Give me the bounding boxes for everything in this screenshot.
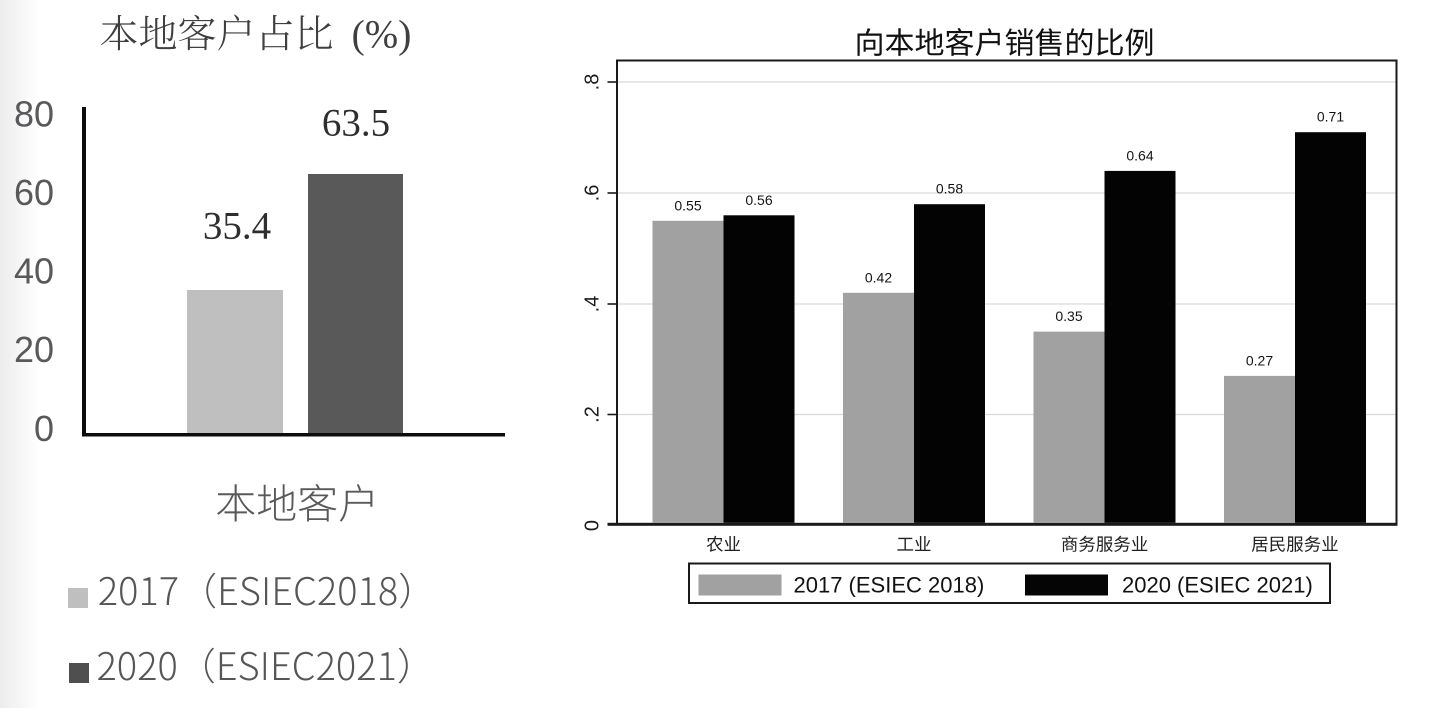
svg-text:20: 20 (14, 329, 54, 370)
svg-text:.8: .8 (582, 74, 604, 91)
svg-text:0: 0 (34, 408, 54, 449)
svg-text:60: 60 (14, 172, 54, 213)
svg-text:2017 (ESIEC 2018): 2017 (ESIEC 2018) (794, 573, 985, 598)
svg-text:0.35: 0.35 (1055, 308, 1082, 324)
svg-text:0.56: 0.56 (745, 192, 772, 208)
svg-text:40: 40 (14, 251, 54, 292)
svg-text:.4: .4 (582, 296, 604, 313)
svg-text:0.64: 0.64 (1126, 147, 1153, 163)
svg-text:35.4: 35.4 (203, 205, 271, 248)
svg-text:0.71: 0.71 (1317, 109, 1344, 125)
svg-text:0.58: 0.58 (936, 181, 963, 197)
svg-text:0.42: 0.42 (865, 269, 892, 285)
svg-text:80: 80 (14, 94, 54, 135)
svg-text:2020 (ESIEC 2021): 2020 (ESIEC 2021) (1122, 573, 1313, 598)
svg-text:0: 0 (582, 520, 604, 531)
svg-text:.2: .2 (582, 406, 604, 423)
svg-text:0.27: 0.27 (1246, 352, 1273, 368)
svg-text:0.55: 0.55 (674, 197, 701, 213)
svg-text:63.5: 63.5 (322, 102, 390, 145)
svg-text:.6: .6 (582, 185, 604, 202)
